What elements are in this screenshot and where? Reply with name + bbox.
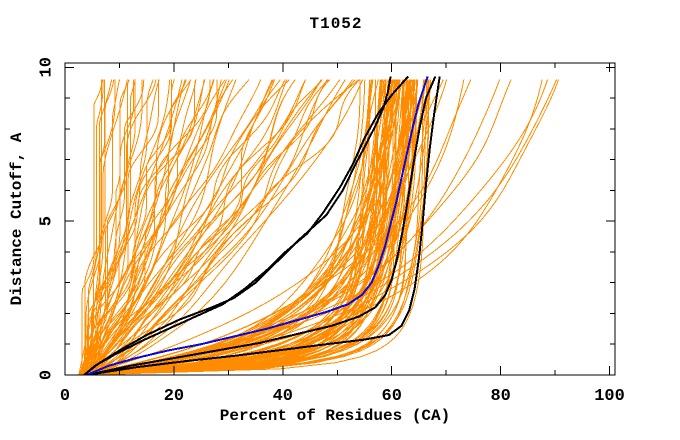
- y-tick-label-10: 10: [37, 57, 56, 77]
- reference-model-4: [86, 76, 441, 375]
- x-tick-label-0: 0: [60, 387, 70, 406]
- axis-frame: [64, 62, 616, 376]
- x-tick-label-60: 60: [382, 387, 402, 406]
- highlight-curve: [86, 76, 429, 375]
- x-tick-label-100: 100: [594, 387, 625, 406]
- x-tick-label-80: 80: [490, 387, 510, 406]
- x-axis-label: Percent of Residues (CA): [219, 407, 451, 425]
- x-tick-label-20: 20: [164, 387, 184, 406]
- chart-title: T1052: [309, 15, 363, 33]
- reference-model-3: [86, 76, 437, 375]
- highlighted-model-blue: [86, 76, 429, 375]
- x-tick-label-40: 40: [273, 387, 293, 406]
- y-axis-label: Distance Cutoff, A: [8, 132, 26, 306]
- y-tick-label-5: 5: [37, 216, 56, 226]
- reference-model-2: [83, 75, 409, 375]
- reference-curves: [83, 75, 441, 375]
- ensemble-curves: [78, 79, 559, 375]
- y-tick-label-0: 0: [37, 370, 56, 380]
- tick-labels: 0 20 40 60 80 100 0 5 10: [37, 57, 624, 406]
